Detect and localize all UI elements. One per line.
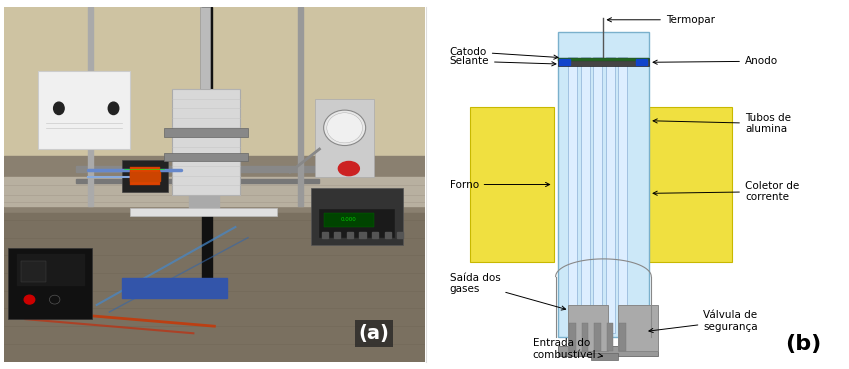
Text: 0.000: 0.000: [341, 217, 357, 223]
Bar: [200, 7, 211, 89]
Ellipse shape: [49, 295, 60, 304]
Ellipse shape: [327, 113, 363, 143]
Bar: [559, 59, 571, 65]
Bar: [558, 32, 649, 337]
Text: (a): (a): [358, 324, 390, 343]
Bar: [607, 323, 613, 351]
Text: (b): (b): [785, 334, 821, 354]
Bar: [130, 167, 160, 184]
Bar: [649, 107, 733, 262]
Bar: [130, 172, 160, 181]
Bar: [618, 305, 657, 351]
Ellipse shape: [53, 102, 65, 114]
Bar: [591, 353, 618, 360]
Bar: [346, 232, 353, 238]
Bar: [4, 7, 424, 167]
Bar: [372, 232, 379, 238]
Text: Termopar: Termopar: [607, 15, 715, 25]
Text: Coletor de
corrente: Coletor de corrente: [653, 181, 799, 202]
Bar: [122, 278, 227, 298]
Bar: [130, 207, 278, 216]
Text: Selante: Selante: [450, 56, 556, 66]
Bar: [319, 209, 395, 238]
Bar: [88, 7, 93, 206]
Bar: [582, 323, 588, 351]
Bar: [618, 57, 627, 333]
Text: Entrada do
combustível: Entrada do combustível: [532, 338, 603, 360]
Bar: [172, 89, 239, 195]
Bar: [558, 58, 649, 66]
Text: Saída dos
gases: Saída dos gases: [450, 273, 565, 310]
Bar: [76, 179, 319, 183]
Bar: [38, 71, 130, 149]
Bar: [122, 160, 168, 192]
Text: Forno: Forno: [450, 179, 549, 190]
Ellipse shape: [25, 295, 35, 304]
Bar: [385, 232, 391, 238]
Bar: [4, 177, 424, 206]
Text: Tubos de
alumina: Tubos de alumina: [653, 113, 791, 134]
Bar: [299, 7, 303, 206]
Bar: [605, 57, 615, 333]
Bar: [202, 7, 212, 291]
Bar: [76, 166, 319, 172]
Bar: [594, 323, 600, 351]
Bar: [8, 248, 93, 319]
Bar: [558, 346, 657, 356]
Bar: [470, 107, 554, 262]
Text: Anodo: Anodo: [653, 56, 778, 66]
Bar: [335, 232, 340, 238]
Text: Catodo: Catodo: [450, 46, 558, 59]
Bar: [581, 57, 590, 333]
Bar: [4, 156, 424, 213]
Bar: [21, 261, 46, 282]
Bar: [17, 254, 84, 286]
Bar: [568, 57, 577, 333]
Bar: [570, 323, 576, 351]
Bar: [311, 188, 403, 245]
Bar: [359, 232, 366, 238]
Bar: [315, 100, 374, 177]
Bar: [558, 58, 649, 61]
Ellipse shape: [339, 162, 359, 176]
Text: Válvula de
segurança: Válvula de segurança: [649, 310, 758, 332]
Bar: [164, 128, 248, 137]
Ellipse shape: [109, 102, 119, 114]
Bar: [164, 153, 248, 162]
Bar: [322, 232, 328, 238]
Bar: [323, 213, 374, 227]
Bar: [568, 305, 608, 351]
Bar: [619, 323, 626, 351]
Bar: [189, 192, 218, 213]
Bar: [4, 213, 424, 362]
Bar: [593, 57, 602, 333]
Bar: [397, 232, 403, 238]
Bar: [636, 59, 647, 65]
Ellipse shape: [323, 110, 366, 145]
